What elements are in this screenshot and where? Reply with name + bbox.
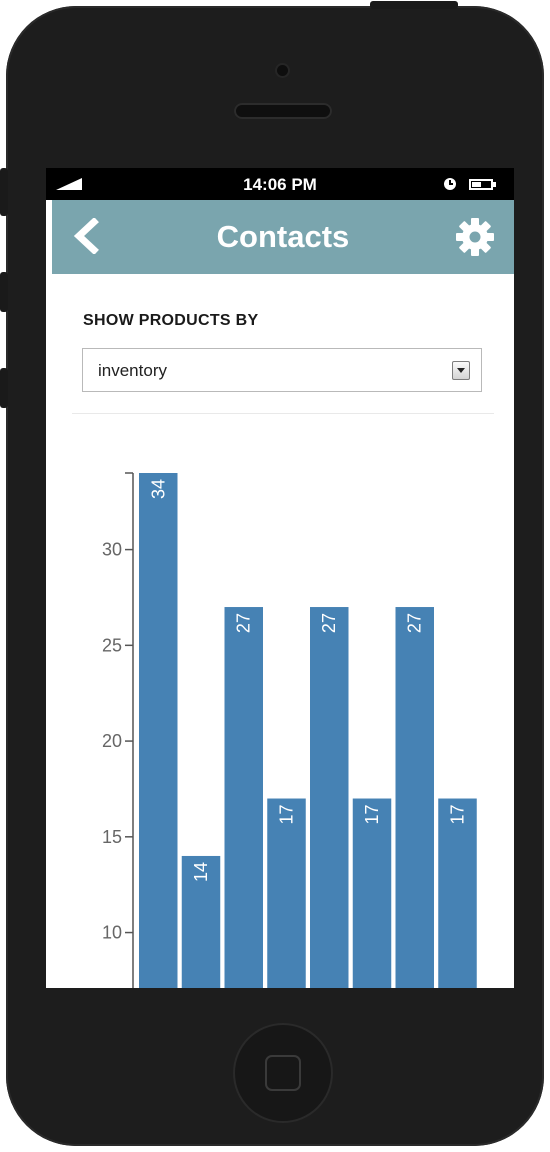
- bar-value-label: 14: [191, 862, 211, 882]
- show-products-label: SHOW PRODUCTS BY: [83, 312, 259, 329]
- bar-value-label: 34: [148, 479, 168, 499]
- volume-up-button[interactable]: [0, 272, 8, 312]
- battery-icon: [469, 179, 493, 190]
- bar-value-label: 27: [319, 613, 339, 633]
- bar: [267, 798, 306, 988]
- main-content: SHOW PRODUCTS BY inventory 10 15 20 25 30 34 1…: [52, 274, 514, 988]
- mute-switch[interactable]: [0, 168, 8, 216]
- y-tick-label: 10: [102, 923, 122, 943]
- bar: [352, 798, 392, 988]
- status-bar: 14:06 PM: [46, 168, 514, 200]
- y-tick-label: 15: [102, 827, 122, 847]
- home-square-icon: [265, 1055, 301, 1091]
- bar: [224, 607, 263, 988]
- products-by-select[interactable]: inventory: [82, 348, 482, 392]
- page-title: Contacts: [216, 219, 350, 254]
- y-tick-label: 25: [102, 635, 122, 655]
- inventory-bar-chart: 10 15 20 25 30 34 14 27 17 27 17 27 17: [102, 472, 477, 988]
- bar: [395, 607, 434, 988]
- bar: [181, 855, 221, 988]
- volume-down-button[interactable]: [0, 368, 8, 408]
- bar-value-label: 17: [362, 805, 382, 825]
- front-camera: [277, 65, 288, 76]
- y-tick-label: 30: [102, 540, 122, 560]
- bar: [438, 798, 477, 988]
- bar-value-label: 17: [448, 805, 468, 825]
- bar: [310, 607, 349, 988]
- bar-value-label: 27: [234, 613, 254, 633]
- status-time: 14:06 PM: [243, 175, 317, 194]
- bar-value-label: 27: [405, 613, 425, 633]
- home-button[interactable]: [235, 1025, 331, 1121]
- screen: 14:06 PM Contacts SHOW: [46, 168, 514, 988]
- y-tick-label: 20: [102, 731, 122, 751]
- chevron-down-icon[interactable]: [452, 361, 470, 380]
- earpiece-speaker: [234, 103, 332, 119]
- gear-icon[interactable]: [455, 217, 495, 257]
- divider: [72, 413, 494, 414]
- app-header: Contacts: [52, 200, 514, 274]
- select-value: inventory: [98, 361, 167, 380]
- bar: [139, 473, 178, 988]
- alarm-clock-icon: [444, 178, 456, 190]
- bar-value-label: 17: [277, 805, 297, 825]
- chevron-left-icon[interactable]: [70, 218, 102, 254]
- power-button[interactable]: [370, 1, 458, 9]
- signal-icon: [56, 178, 82, 190]
